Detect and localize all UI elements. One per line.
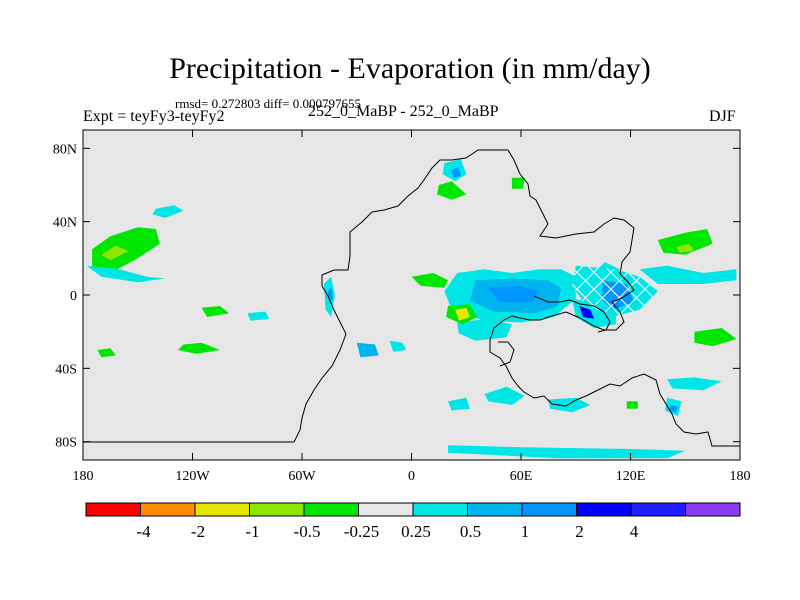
period-label: 252_0_MaBP - 252_0_MaBP: [308, 103, 499, 120]
contour-region-12: [437, 181, 467, 200]
colorbar-swatch: [467, 502, 523, 517]
contour-region-14: [451, 166, 461, 178]
x-tick-label: 0: [408, 469, 415, 484]
x-tick-label: 60E: [510, 469, 533, 484]
stats-label: rmsd= 0.272803 diff= 0.000797655: [175, 96, 361, 111]
contour-region-4: [177, 342, 220, 354]
contour-region-6: [247, 311, 270, 321]
contour-region-3: [152, 205, 184, 218]
x-tick-label: 120W: [175, 469, 210, 484]
colorbar-label: -0.25: [344, 522, 379, 541]
contour-region-34: [668, 405, 678, 413]
contour-region-11: [389, 340, 406, 352]
y-tick-label: 40S: [55, 362, 77, 377]
contour-region-10: [356, 342, 379, 358]
x-tick-label: 180: [730, 469, 751, 484]
contour-region-16: [411, 273, 448, 288]
contour-region-37: [448, 445, 686, 459]
contour-region-35: [484, 386, 525, 405]
colorbar-label: 1: [521, 522, 530, 541]
contour-region-5: [201, 306, 229, 317]
y-tick-label: 40N: [53, 216, 77, 231]
colorbar-swatch: [521, 502, 577, 517]
colorbar-swatch: [249, 502, 305, 517]
y-tick-label: 80N: [53, 142, 77, 157]
colorbar-label: -2: [191, 522, 205, 541]
hatch-overlay-1: [601, 280, 635, 310]
contour-region-24: [579, 306, 594, 319]
colorbar-label: -1: [245, 522, 259, 541]
contour-fields: [86, 159, 737, 459]
y-tick-label: 80S: [55, 436, 77, 451]
colorbar-swatch: [85, 502, 141, 517]
colorbar-swatch: [140, 502, 196, 517]
colorbar-swatch: [358, 502, 414, 517]
colorbar-label: 2: [575, 522, 584, 541]
contour-region-15: [511, 177, 525, 189]
colorbar-swatch: [685, 502, 741, 517]
contour-region-22: [455, 307, 470, 321]
contour-region-30: [676, 243, 695, 253]
colorbar-label: 4: [630, 522, 639, 541]
contour-region-29: [657, 229, 713, 255]
colorbar-swatch: [412, 502, 468, 517]
contour-region-38: [448, 397, 470, 411]
x-axis: 180 120W 60W 0 60E 120E 180: [73, 130, 751, 484]
experiment-label: Expt = teyFy3-teyFy2: [83, 108, 225, 125]
contour-region-36: [548, 397, 591, 413]
colorbar-swatch: [194, 502, 250, 517]
colorbar-swatch: [630, 502, 686, 517]
contour-region-1: [101, 245, 129, 261]
x-tick-label: 120E: [616, 469, 646, 484]
colorbar-label: -4: [136, 522, 151, 541]
contour-region-31: [694, 328, 737, 347]
continent-outlines: [83, 149, 740, 447]
contour-region-2: [86, 265, 166, 283]
season-label: DJF: [709, 108, 736, 125]
colorbar-swatch: [576, 502, 632, 517]
colorbar: -4 -2 -1 -0.5 -0.25 0.25 0.5 1 2 4: [85, 502, 741, 541]
contour-region-7: [97, 348, 116, 358]
x-tick-label: 180: [73, 469, 94, 484]
contour-region-39: [626, 401, 638, 409]
x-tick-label: 60W: [288, 469, 316, 484]
colorbar-swatch: [303, 502, 359, 517]
hatched-fields: [572, 265, 658, 317]
colorbar-label: 0.25: [401, 522, 431, 541]
colorbar-label: 0.5: [460, 522, 481, 541]
contour-region-32: [667, 377, 722, 391]
colorbar-label: -0.5: [294, 522, 321, 541]
y-tick-label: 0: [70, 289, 77, 304]
contour-region-27: [639, 265, 737, 284]
y-axis: 80N 40N 0 40S 80S: [53, 142, 740, 451]
contour-region-19: [488, 285, 540, 303]
chart-title: Precipitation - Evaporation (in mm/day): [169, 52, 651, 85]
